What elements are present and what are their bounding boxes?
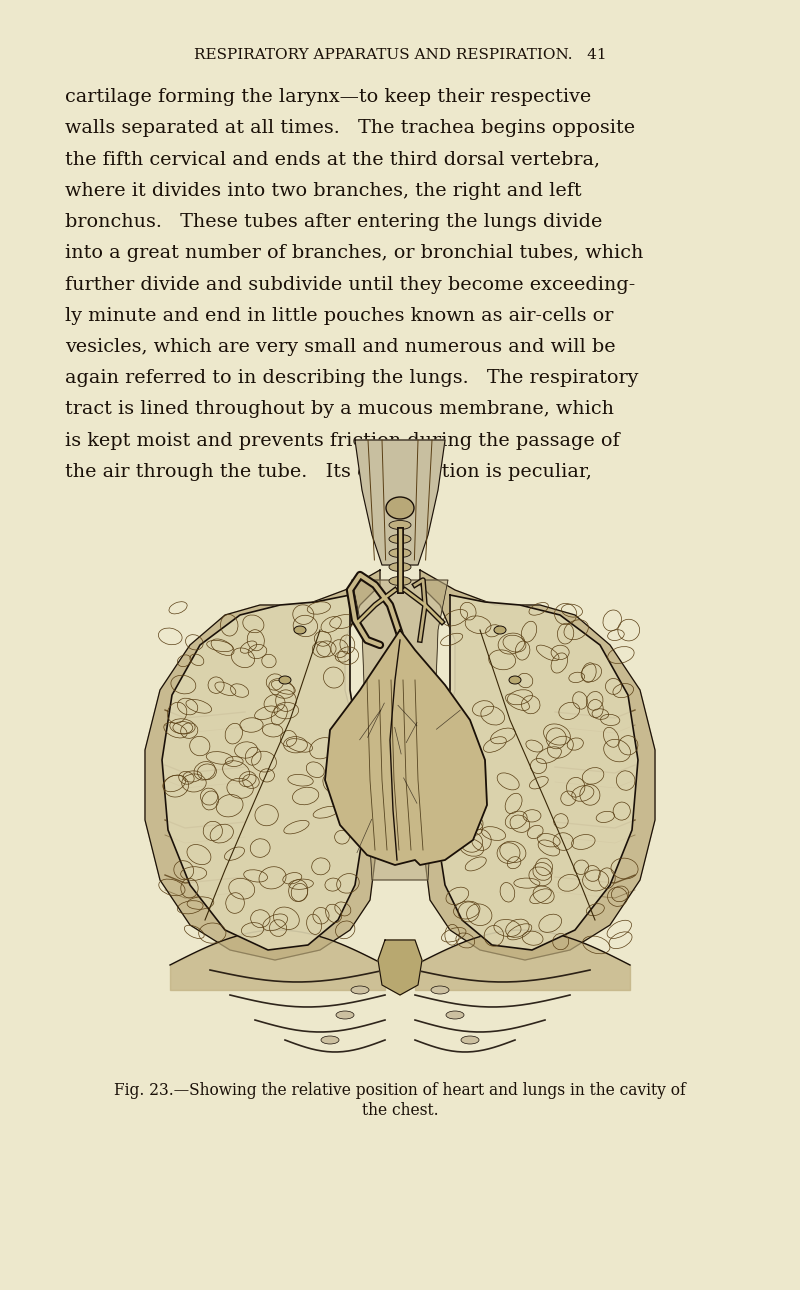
Text: the fifth cervical and ends at the third dorsal vertebra,: the fifth cervical and ends at the third… [65,151,600,169]
Text: the chest.: the chest. [362,1102,438,1118]
Ellipse shape [509,676,521,684]
Polygon shape [438,595,638,949]
Polygon shape [162,595,362,949]
Text: cartilage forming the larynx—to keep their respective: cartilage forming the larynx—to keep the… [65,88,591,106]
Ellipse shape [494,626,506,633]
Ellipse shape [294,626,306,633]
Ellipse shape [389,577,411,586]
Text: again referred to in describing the lungs.   The respiratory: again referred to in describing the lung… [65,369,638,387]
Text: is kept moist and prevents friction during the passage of: is kept moist and prevents friction duri… [65,432,620,450]
Text: where it divides into two branches, the right and left: where it divides into two branches, the … [65,182,582,200]
Polygon shape [355,440,445,565]
Text: the air through the tube.   Its construction is peculiar,: the air through the tube. Its constructi… [65,463,592,481]
Text: tract is lined throughout by a mucous membrane, which: tract is lined throughout by a mucous me… [65,400,614,418]
Ellipse shape [461,1036,479,1044]
Text: RESPIRATORY APPARATUS AND RESPIRATION.   41: RESPIRATORY APPARATUS AND RESPIRATION. 4… [194,48,606,62]
Ellipse shape [389,562,411,571]
Ellipse shape [351,986,369,995]
Ellipse shape [386,497,414,519]
Text: bronchus.   These tubes after entering the lungs divide: bronchus. These tubes after entering the… [65,213,602,231]
Ellipse shape [389,548,411,557]
Polygon shape [420,570,655,960]
Text: Fig. 23.—Showing the relative position of heart and lungs in the cavity of: Fig. 23.—Showing the relative position o… [114,1082,686,1099]
Text: into a great number of branches, or bronchial tubes, which: into a great number of branches, or bron… [65,244,643,262]
Polygon shape [325,630,487,866]
Ellipse shape [446,1011,464,1019]
Text: vesicles, which are very small and numerous and will be: vesicles, which are very small and numer… [65,338,616,356]
Text: further divide and subdivide until they become exceeding-: further divide and subdivide until they … [65,276,635,294]
Ellipse shape [336,1011,354,1019]
Polygon shape [352,580,448,880]
Ellipse shape [279,676,291,684]
Ellipse shape [431,986,449,995]
Ellipse shape [321,1036,339,1044]
Ellipse shape [389,534,411,543]
Text: ly minute and end in little pouches known as air-cells or: ly minute and end in little pouches know… [65,307,614,325]
Ellipse shape [389,520,411,529]
Text: walls separated at all times.   The trachea begins opposite: walls separated at all times. The trache… [65,119,635,137]
Polygon shape [145,570,380,960]
Polygon shape [378,940,422,995]
